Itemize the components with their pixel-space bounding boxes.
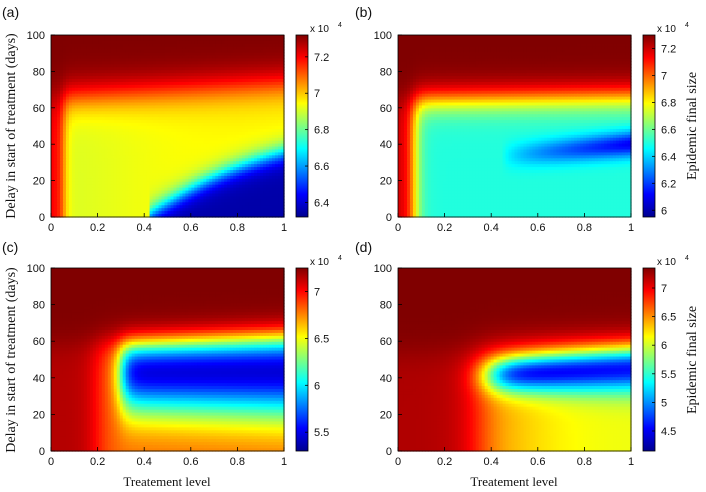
heatmap-cells — [51, 35, 285, 218]
x-tick-label: 0 — [48, 222, 54, 234]
panel-a: (a) 0 0.2 0.4 0.6 0.8 1 0 20 40 60 80 100 6.4 6.6 6.8… — [2, 4, 342, 234]
panel-b: (b) 0 0.2 0.4 0.6 0.8 1020406080100 66.26.46.… — [355, 4, 689, 234]
colorbar-multiplier-power: 4 — [338, 22, 342, 29]
x-tick-label: 0.8 — [230, 222, 245, 234]
panel-label-b: (b) — [355, 4, 372, 20]
colorbar-multiplier: x 10 — [310, 24, 329, 35]
y-tick-label: 60 — [33, 103, 45, 115]
panel-label-a: (a) — [2, 4, 19, 20]
colorbar-tick-label: 6.4 — [314, 197, 329, 209]
x-tick-label: 0.6 — [183, 222, 198, 234]
y-tick-label: 80 — [33, 66, 45, 78]
x-tick-label: 1 — [281, 222, 287, 234]
colorbar-tick-label: 7 — [314, 88, 320, 100]
colorbar-gradient — [296, 35, 308, 217]
heatmap-cells — [398, 35, 632, 218]
x-tick-label: 0.4 — [137, 222, 152, 234]
colorbar-a: 6.4 6.6 6.8 7 7.2 x 10 4 — [296, 22, 342, 217]
colorbar-tick-label: 7.2 — [314, 52, 329, 64]
y-tick-label: 100 — [27, 30, 45, 42]
y-tick-label: 20 — [33, 176, 45, 188]
x-tick-label: 0.2 — [90, 222, 105, 234]
heatmap-plot-a: 0 0.2 0.4 0.6 0.8 1 0 20 40 60 80 100 — [27, 30, 287, 234]
y-tick-label: 40 — [33, 139, 45, 151]
y-tick-label: 0 — [39, 212, 45, 224]
colorbar-tick-label: 6.8 — [314, 125, 329, 137]
colorbar-tick-label: 6.6 — [314, 161, 329, 173]
heatmap-plot-b: 0 0.2 0.4 0.6 0.8 1020406080100 — [374, 30, 634, 234]
